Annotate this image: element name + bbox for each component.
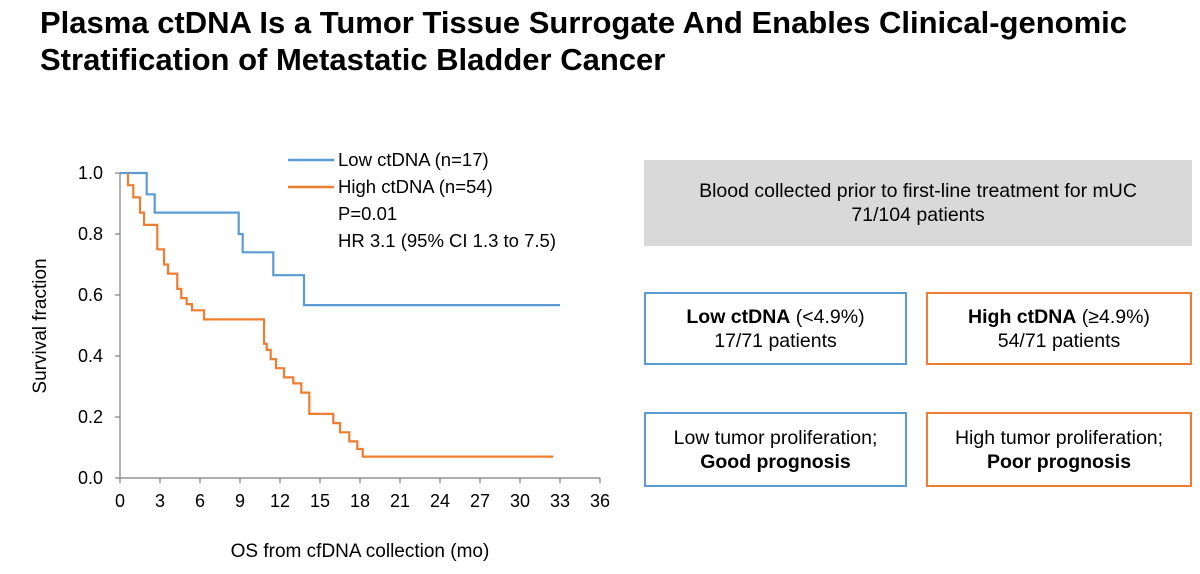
high-ctdna-curve [126, 173, 554, 458]
x-tick-label: 24 [430, 491, 450, 511]
cohort-count: 71/104 patients [851, 204, 985, 226]
x-tick-label: 6 [195, 491, 205, 511]
x-tick-label: 36 [590, 491, 610, 511]
x-tick-label: 0 [115, 491, 125, 511]
km-survival-chart: 0 3 6 9 12 15 18 21 24 27 30 33 360.00.20.40.60.81.0… [30, 149, 610, 562]
x-tick-label: 15 [310, 491, 330, 511]
stat-annotation: HR 3.1 (95% CI 1.3 to 7.5) [338, 230, 556, 251]
x-axis-label: OS from cfDNA collection (mo) [231, 541, 490, 562]
x-tick-label: 12 [270, 491, 290, 511]
x-tick-label: 21 [390, 491, 410, 511]
low-ctdna-curve [120, 171, 560, 307]
cohort-box: Blood collected prior to first-line trea… [644, 160, 1192, 246]
legend-label: Low ctDNA (n=17) [338, 149, 489, 170]
low-ctdna-heading: Low ctDNA [686, 305, 791, 328]
x-tick-label: 30 [510, 491, 530, 511]
x-tick-label: 27 [470, 491, 490, 511]
high-ctdna-threshold: (≥4.9%) [1076, 305, 1150, 328]
y-tick-label: 0.6 [78, 285, 103, 305]
high-ctdna-heading: High ctDNA [968, 305, 1077, 328]
x-tick-label: 33 [550, 491, 570, 511]
y-tick-label: 0.8 [78, 224, 103, 244]
y-axis-label: Survival fraction [30, 258, 51, 393]
y-tick-label: 0.4 [78, 346, 103, 366]
high-outcome-prognosis: Poor prognosis [986, 450, 1132, 473]
low-outcome-proliferation: Low tumor proliferation; [673, 426, 878, 449]
x-tick-label: 3 [155, 491, 165, 511]
low-outcome-prognosis: Good prognosis [700, 450, 851, 473]
y-tick-label: 1.0 [78, 163, 103, 183]
legend-label: High ctDNA (n=54) [338, 176, 493, 197]
cohort-description: Blood collected prior to first-line trea… [699, 180, 1137, 202]
y-tick-label: 0.0 [78, 468, 103, 488]
high-outcome-proliferation: High tumor proliferation; [954, 426, 1164, 449]
y-tick-label: 0.2 [78, 407, 103, 427]
x-tick-label: 9 [235, 491, 245, 511]
high-ctdna-patients: 54/71 patients [997, 329, 1121, 352]
low-ctdna-box: Low ctDNA (<4.9%) 17/71 patients [644, 292, 907, 365]
x-tick-label: 18 [350, 491, 370, 511]
low-outcome-box: Low tumor proliferation; Good prognosis [644, 412, 907, 487]
slide-title: Plasma ctDNA Is a Tumor Tissue Surrogate… [40, 5, 1127, 77]
high-outcome-box: High tumor proliferation; Poor prognosis [926, 412, 1192, 487]
survival-curves [120, 171, 560, 458]
chart-axes: 0 3 6 9 12 15 18 21 24 27 30 33 360.00.20.40.60.81.0 [78, 163, 610, 511]
stat-annotation: P=0.01 [338, 203, 397, 224]
low-ctdna-threshold: (<4.9%) [790, 305, 865, 328]
high-ctdna-box: High ctDNA (≥4.9%) 54/71 patients [926, 292, 1192, 365]
low-ctdna-patients: 17/71 patients [714, 329, 837, 352]
chart-legend: Low ctDNA (n=17) High ctDNA (n=54) P=0.01 H… [288, 149, 556, 251]
